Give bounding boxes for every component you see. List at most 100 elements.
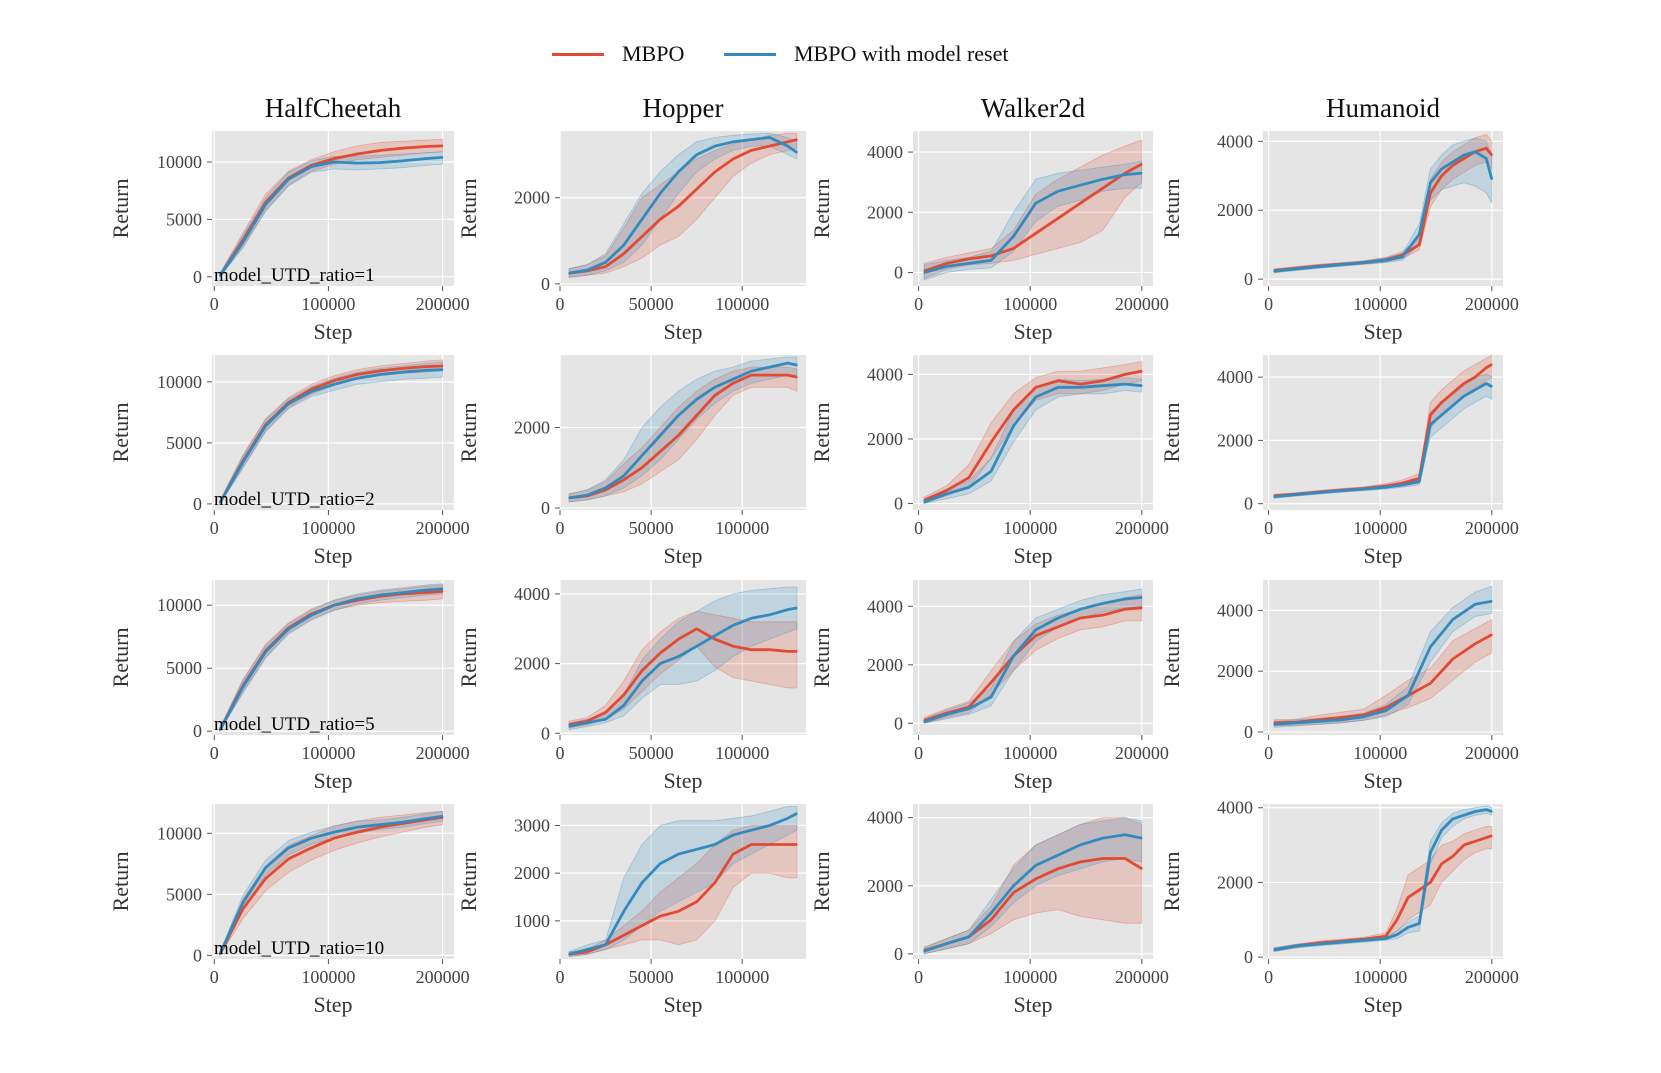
data-point — [604, 943, 607, 946]
data-point — [356, 598, 358, 600]
data-point — [641, 924, 643, 927]
x-tick-label: 0 — [556, 518, 565, 538]
row-annotation: model_UTD_ratio=5 — [214, 714, 375, 735]
data-point — [1463, 844, 1465, 846]
data-point — [1295, 945, 1298, 947]
series-line-mbpo-reset — [568, 606, 798, 728]
data-point — [1318, 720, 1320, 723]
data-point — [750, 138, 753, 141]
x-tick-label: 100000 — [301, 967, 355, 987]
data-point — [310, 614, 313, 617]
confidence-band-mbpo-reset — [923, 160, 1143, 281]
legend-label-mbpo: MBPO — [622, 41, 685, 66]
y-tick-label: 5000 — [166, 433, 202, 453]
data-point — [219, 501, 221, 504]
data-point — [714, 394, 716, 397]
data-point — [1057, 854, 1059, 856]
data-point — [714, 386, 716, 389]
data-point — [732, 853, 734, 855]
x-tick-label: 0 — [914, 967, 923, 987]
data-point — [659, 434, 662, 437]
confidence-band-mbpo-reset — [219, 151, 443, 278]
data-point — [424, 589, 427, 591]
data-point — [604, 265, 607, 268]
legend-swatch-mbpo — [552, 52, 604, 56]
data-point — [768, 374, 771, 376]
y-axis-label: Return — [456, 403, 481, 463]
data-point — [1101, 187, 1104, 189]
y-axis-label: Return — [809, 628, 834, 688]
subplot-1-1: 0 50000 100000 0 2000 Step Return — [456, 355, 806, 568]
plot-area — [560, 580, 806, 735]
data-point — [622, 474, 625, 477]
subplot-1-0: 0 100000 200000 0 5000 10000 Step Return model_U… — [108, 355, 470, 568]
data-point — [1057, 190, 1059, 192]
data-point — [1384, 486, 1387, 489]
plot-area — [1263, 355, 1503, 510]
data-point — [1429, 881, 1432, 884]
y-axis-label: Return — [1159, 628, 1184, 688]
data-point — [1012, 247, 1015, 250]
data-point — [1012, 884, 1015, 887]
data-point — [714, 843, 716, 846]
data-point — [1451, 658, 1454, 660]
data-point — [1491, 385, 1493, 388]
data-point — [401, 367, 404, 370]
plot-area — [212, 131, 454, 286]
series-line-mbpo — [568, 138, 798, 275]
data-point — [356, 153, 358, 155]
x-axis-label: Step — [313, 768, 352, 793]
x-tick-label: 200000 — [416, 743, 470, 763]
data-point — [401, 160, 404, 162]
data-point — [1418, 889, 1421, 891]
legend-swatch-mbpo-reset — [724, 52, 776, 56]
data-point — [1440, 414, 1443, 416]
data-point — [1474, 810, 1476, 813]
series-line-mbpo — [568, 373, 798, 500]
data-point — [750, 370, 753, 372]
data-point — [379, 594, 381, 596]
data-point — [1451, 855, 1454, 858]
data-point — [1401, 255, 1404, 258]
x-tick-label: 100000 — [1353, 743, 1407, 763]
data-point — [1429, 181, 1432, 184]
confidence-band-mbpo-reset — [1273, 137, 1493, 274]
data-point — [264, 866, 267, 869]
data-point — [1101, 837, 1104, 839]
data-point — [1474, 840, 1476, 843]
data-point — [1124, 383, 1126, 385]
legend-label-mbpo-reset: MBPO with model reset — [794, 41, 1009, 66]
data-point — [1384, 706, 1387, 709]
y-tick-label: 0 — [894, 713, 903, 733]
data-point — [1012, 891, 1015, 894]
data-point — [659, 652, 662, 654]
data-point — [568, 725, 570, 728]
data-point — [750, 843, 753, 846]
data-point — [1101, 384, 1104, 387]
data-point — [622, 244, 625, 246]
legend-item-mbpo-reset: MBPO with model reset — [724, 34, 1009, 74]
data-point — [333, 379, 335, 382]
data-point — [796, 364, 798, 366]
data-point — [1362, 488, 1365, 490]
data-point — [1273, 723, 1275, 726]
data-point — [786, 140, 789, 143]
data-point — [1034, 202, 1037, 205]
data-point — [401, 821, 404, 824]
x-axis-label: Step — [1363, 768, 1402, 793]
y-tick-label: 10000 — [157, 595, 202, 615]
data-point — [732, 382, 734, 384]
data-point — [604, 718, 607, 721]
data-point — [641, 669, 643, 672]
data-point — [1101, 380, 1104, 382]
x-tick-label: 100000 — [1003, 967, 1057, 987]
data-point — [242, 902, 244, 904]
x-axis-label: Step — [313, 992, 352, 1017]
x-tick-label: 0 — [1264, 294, 1273, 314]
confidence-band-mbpo — [923, 361, 1143, 505]
data-point — [1012, 235, 1015, 238]
data-point — [1491, 363, 1493, 366]
data-point — [604, 487, 607, 489]
data-point — [1429, 423, 1432, 426]
data-point — [1396, 933, 1398, 936]
